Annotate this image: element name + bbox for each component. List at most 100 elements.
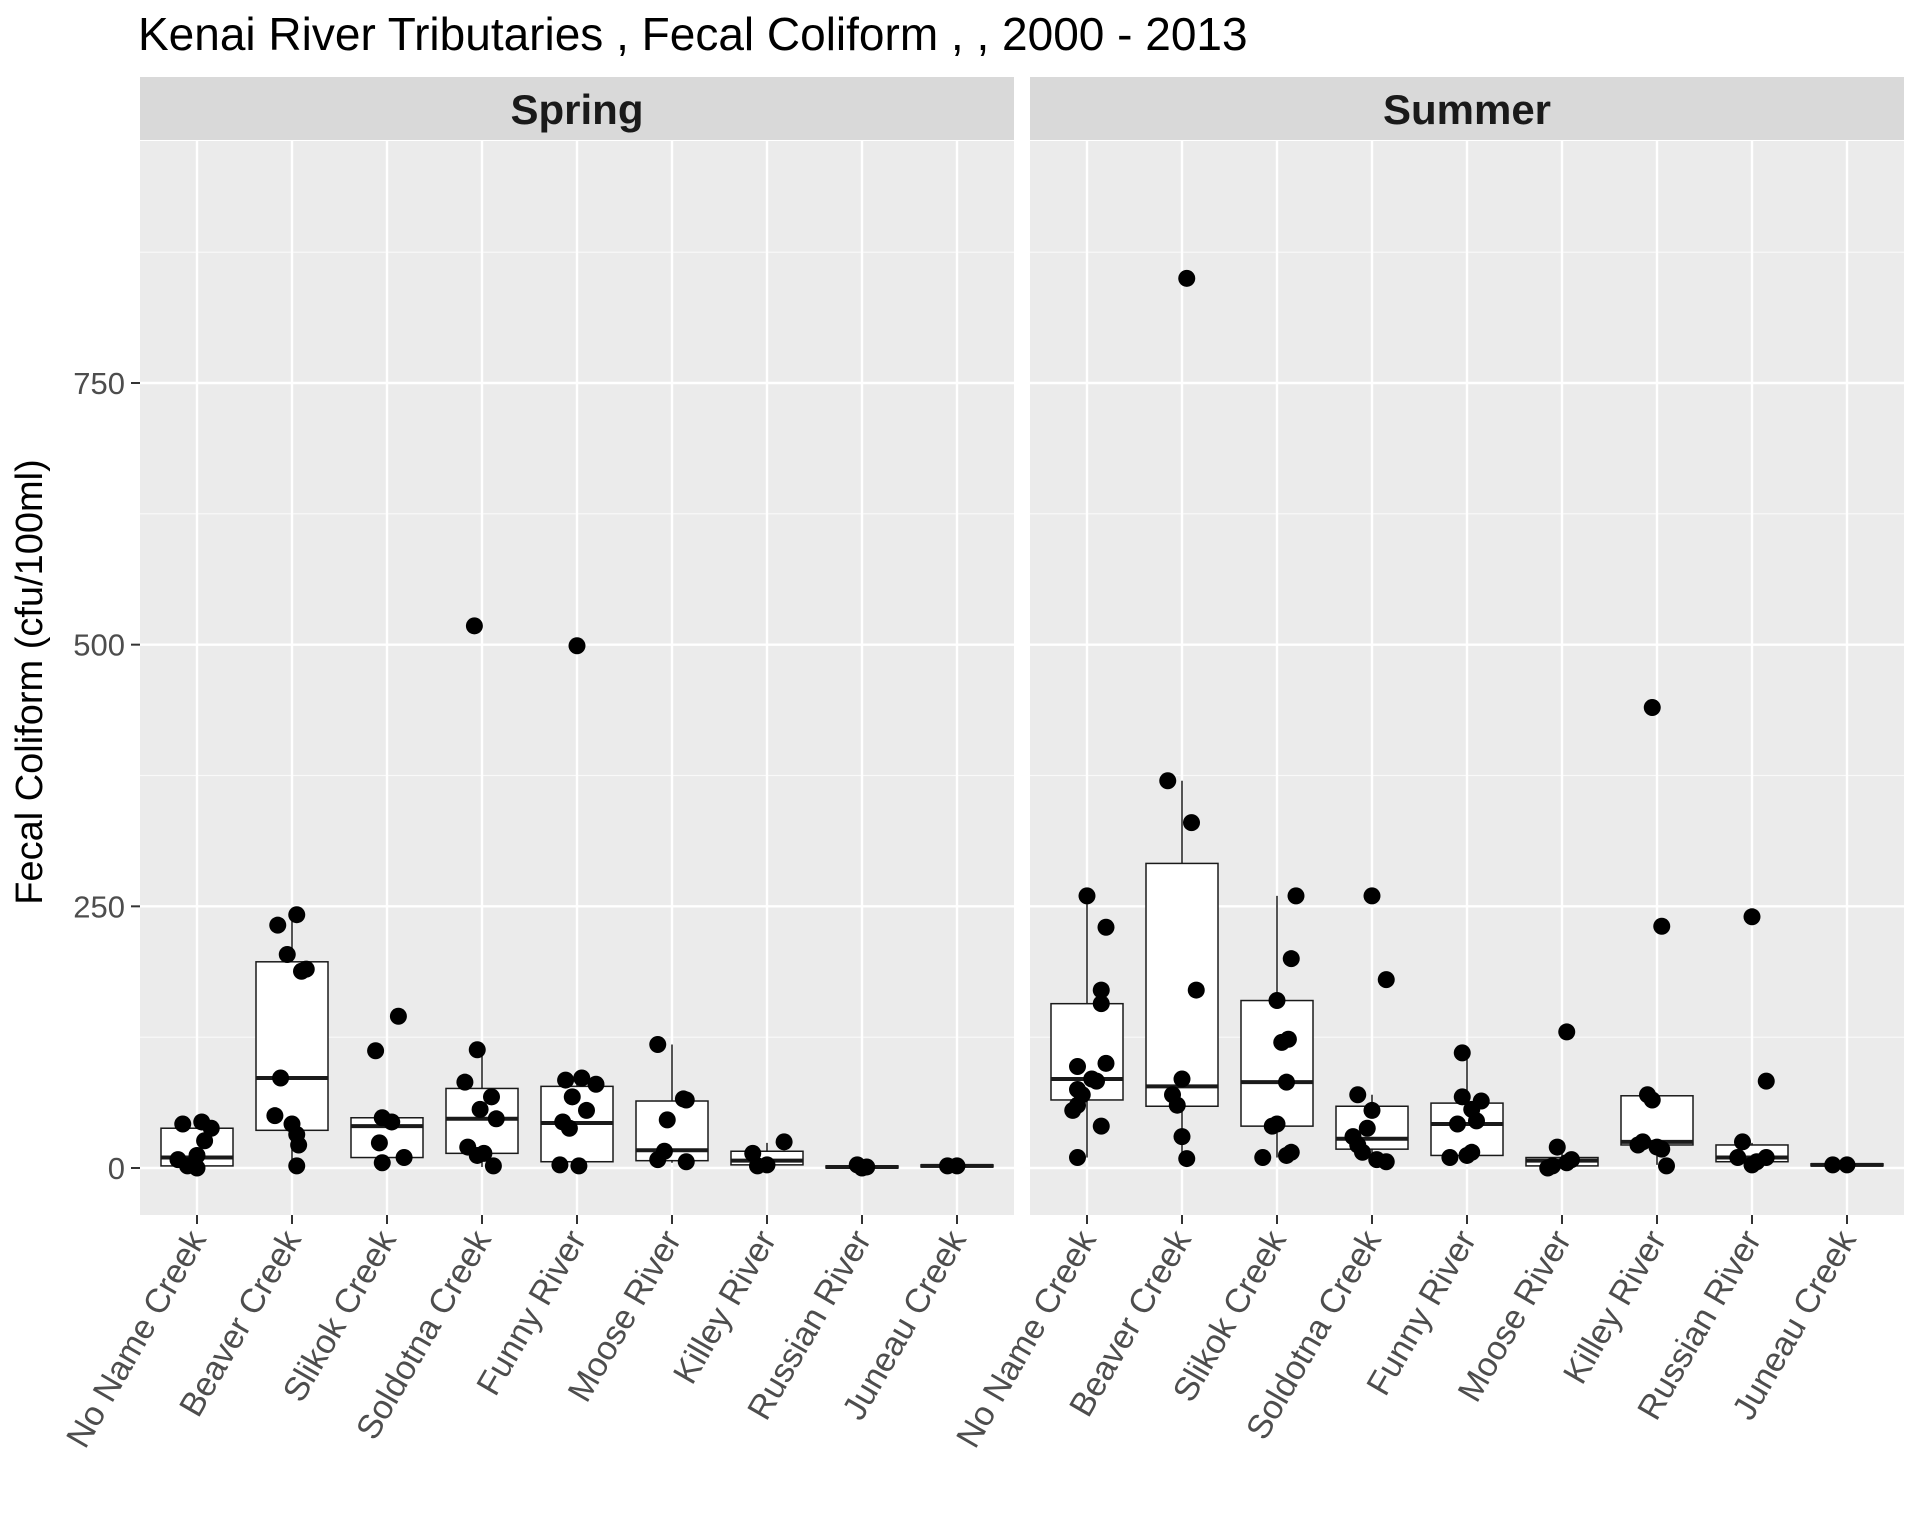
facet-strip (140, 77, 1014, 140)
data-point (1349, 1086, 1367, 1104)
data-point (775, 1133, 793, 1151)
data-point (174, 1115, 192, 1133)
data-point (1287, 887, 1305, 905)
box (445, 1087, 519, 1155)
data-point (1757, 1149, 1775, 1167)
x-tick-label: No Name Creek (59, 1223, 214, 1454)
data-point (649, 1151, 667, 1169)
data-point (1441, 1149, 1459, 1167)
data-point (202, 1119, 220, 1137)
data-point (373, 1154, 391, 1172)
data-point (1092, 981, 1110, 999)
data-point (1178, 269, 1196, 287)
data-point (1838, 1156, 1856, 1174)
data-point (1468, 1112, 1485, 1130)
y-tick-label: 500 (73, 628, 125, 663)
data-point (948, 1157, 966, 1175)
data-point (1824, 1156, 1842, 1174)
data-point (1458, 1146, 1476, 1164)
data-point (1168, 1096, 1186, 1114)
data-point (1278, 1146, 1295, 1164)
data-point (1658, 1157, 1675, 1175)
data-point (1178, 1150, 1196, 1168)
data-point (1449, 1115, 1466, 1133)
data-point (1097, 918, 1115, 936)
chart-title: Kenai River Tributaries , Fecal Coliform… (138, 8, 1248, 60)
y-axis: 0 250 500 750 (73, 366, 140, 1186)
data-point (456, 1073, 474, 1091)
data-point (1377, 971, 1395, 989)
data-point (1069, 1057, 1086, 1075)
data-point (1363, 887, 1381, 905)
boxplot (445, 1049, 519, 1167)
data-point (1377, 1153, 1395, 1171)
facet-strip-label: Summer (1383, 86, 1551, 133)
x-tick-label: No Name Creek (949, 1223, 1104, 1454)
data-point (853, 1159, 871, 1177)
data-point (1734, 1133, 1751, 1151)
data-point (1634, 1133, 1652, 1151)
data-point (587, 1075, 605, 1093)
data-point (483, 1088, 500, 1106)
data-point (1729, 1149, 1747, 1167)
box (1145, 862, 1219, 1107)
data-point (1743, 908, 1761, 926)
data-point (1173, 1128, 1191, 1146)
data-point (475, 1144, 493, 1162)
data-point (1069, 1149, 1086, 1167)
box (255, 961, 329, 1132)
data-point (1653, 1140, 1671, 1158)
data-point (465, 617, 483, 635)
data-point (1453, 1044, 1471, 1062)
data-point (578, 1101, 595, 1119)
y-tick-label: 0 (108, 1151, 125, 1186)
data-point (468, 1041, 486, 1059)
data-point (1282, 950, 1300, 968)
data-point (266, 1107, 284, 1125)
data-point (1097, 1054, 1115, 1072)
y-axis-label: Fecal Coliform (cfu/100ml) (9, 459, 51, 905)
data-point (288, 1126, 306, 1144)
data-point (1273, 1033, 1291, 1051)
facet-strip-label: Spring (511, 86, 644, 133)
data-point (1092, 995, 1110, 1013)
data-point (1757, 1072, 1775, 1090)
data-point (1278, 1073, 1295, 1091)
data-point (1183, 814, 1200, 832)
data-point (551, 1156, 569, 1174)
data-point (649, 1035, 667, 1053)
data-point (1088, 1072, 1105, 1090)
data-point (484, 1157, 502, 1175)
data-point (568, 637, 586, 655)
data-point (677, 1153, 695, 1171)
data-point (570, 1157, 588, 1175)
data-point (1643, 698, 1661, 716)
data-point (1354, 1143, 1371, 1161)
data-point (557, 1071, 575, 1089)
data-point (196, 1132, 214, 1150)
data-point (1358, 1119, 1376, 1137)
data-point (1078, 887, 1096, 905)
data-point (1743, 1156, 1761, 1174)
data-point (297, 960, 315, 978)
data-point (573, 1069, 591, 1087)
data-point (1653, 917, 1671, 935)
data-point (269, 916, 287, 934)
data-point (471, 1100, 489, 1118)
data-point (1363, 1101, 1381, 1119)
data-point (288, 906, 306, 924)
data-point (272, 1069, 290, 1087)
box (1240, 999, 1314, 1127)
data-point (188, 1159, 206, 1177)
data-point (1558, 1023, 1576, 1041)
data-point (560, 1119, 578, 1137)
data-point (383, 1113, 401, 1131)
boxplot (255, 914, 329, 1166)
data-point (1263, 1117, 1281, 1135)
data-point (367, 1042, 385, 1060)
facet-strip (1030, 77, 1904, 140)
data-point (395, 1149, 413, 1167)
data-point (1254, 1149, 1272, 1167)
